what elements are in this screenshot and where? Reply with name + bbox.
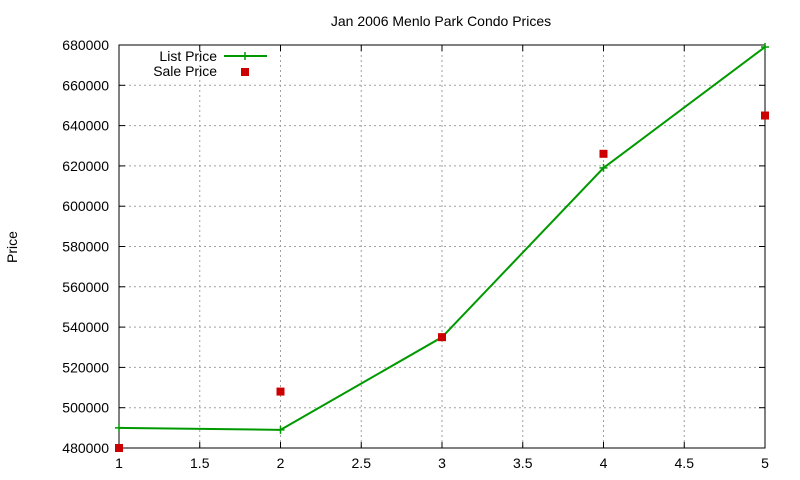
legend-label-list-price: List Price xyxy=(159,48,217,64)
y-tick-label: 480000 xyxy=(62,440,109,456)
x-tick-label: 1 xyxy=(115,455,123,471)
sale-price-point xyxy=(761,111,769,120)
legend: List Price Sale Price xyxy=(153,48,267,79)
y-tick-label: 540000 xyxy=(62,319,109,335)
x-tick-label: 2 xyxy=(277,455,285,471)
y-tick-label: 580000 xyxy=(62,239,109,255)
x-tick-label: 3 xyxy=(438,455,446,471)
y-tick-label: 520000 xyxy=(62,359,109,375)
legend-swatch-list-price-marker xyxy=(241,52,249,60)
x-tick-labels: 1 1.5 2 2.5 3 3.5 4 4.5 5 xyxy=(115,455,769,471)
x-tick-label: 5 xyxy=(761,455,769,471)
x-tick-label: 4.5 xyxy=(675,455,695,471)
x-tick-label: 4 xyxy=(600,455,608,471)
grid xyxy=(119,45,765,448)
sale-price-point xyxy=(599,149,608,158)
sale-price-point xyxy=(276,387,285,396)
y-tick-label: 560000 xyxy=(62,279,109,295)
list-price-point xyxy=(276,425,285,434)
y-axis-label: Price xyxy=(4,231,20,263)
y-tick-label: 500000 xyxy=(62,400,109,416)
series-layer xyxy=(115,43,769,452)
y-tick-label: 660000 xyxy=(62,77,109,93)
sale-price-point xyxy=(438,333,446,342)
legend-swatches xyxy=(224,52,267,76)
x-tick-label: 1.5 xyxy=(190,455,210,471)
legend-swatch-sale-price-marker xyxy=(241,68,249,76)
list-price-point xyxy=(599,163,608,172)
legend-label-sale-price: Sale Price xyxy=(153,63,217,79)
y-tick-labels: 480000 500000 520000 540000 560000 580000 6000… xyxy=(62,37,109,456)
y-tick-label: 640000 xyxy=(62,118,109,134)
sale-price-point xyxy=(115,444,123,452)
list-price-line xyxy=(118,46,766,431)
y-tick-label: 680000 xyxy=(62,37,109,53)
list-price-point xyxy=(761,43,769,52)
y-tick-label: 600000 xyxy=(62,198,109,214)
x-tick-label: 2.5 xyxy=(352,455,372,471)
list-price-point xyxy=(115,423,123,432)
y-tick-label: 620000 xyxy=(62,158,109,174)
x-tick-label: 3.5 xyxy=(513,455,533,471)
chart-title: Jan 2006 Menlo Park Condo Prices xyxy=(331,13,551,29)
